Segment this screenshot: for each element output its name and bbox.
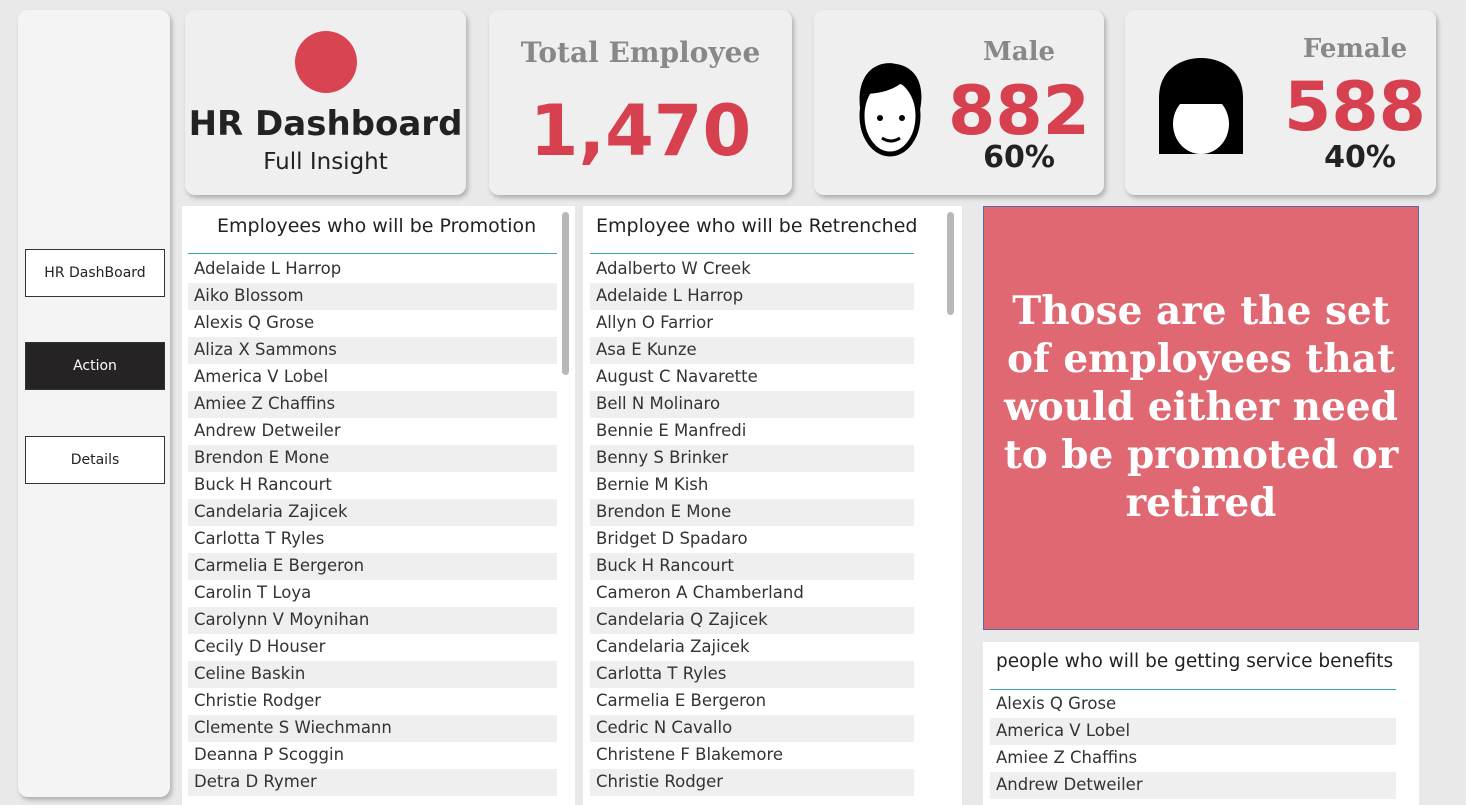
list-row[interactable]: Asa E Kunze	[590, 337, 914, 364]
list-row[interactable]: Allyn O Farrior	[596, 313, 713, 332]
list-row[interactable]: Carolynn V Moynihan	[188, 607, 557, 634]
list-row[interactable]: Cedric N Cavallo	[590, 715, 914, 742]
list-row[interactable]: Adelaide L Harrop	[194, 259, 342, 278]
retrenched-panel: Employee who will be Retrenched Adalbert…	[583, 206, 962, 805]
list-row[interactable]: Cameron A Chamberland	[596, 583, 804, 602]
card-percent: 40%	[1324, 140, 1396, 175]
list-row[interactable]: Aiko Blossom	[188, 283, 557, 310]
list-row[interactable]: Christie Rodger	[194, 691, 322, 710]
list-row[interactable]: Andrew Detweiler	[990, 772, 1396, 799]
logo	[295, 31, 357, 93]
list-row[interactable]: Amiee Z Chaffins	[188, 391, 557, 418]
list-row[interactable]: Clemente S Wiechmann	[188, 715, 557, 742]
list-row[interactable]: Carmelia E Bergeron	[596, 691, 767, 710]
promotion-panel: Employees who will be Promotion Adelaide…	[182, 206, 575, 805]
list-row[interactable]: Adalberto W Creek	[596, 259, 751, 278]
list-row[interactable]: Bernie M Kish	[596, 475, 709, 494]
female-icon	[1159, 58, 1243, 154]
male-icon	[859, 63, 922, 157]
list-row[interactable]: Detra D Rymer	[188, 769, 557, 796]
list-row[interactable]: Christene F Blakemore	[596, 745, 784, 764]
list-row[interactable]: Deanna P Scoggin	[194, 745, 345, 764]
list-row[interactable]: Bennie E Manfredi	[596, 421, 747, 440]
card-value: 1,470	[529, 90, 752, 172]
card-value: 882	[948, 72, 1090, 151]
list-row[interactable]: Adelaide L Harrop	[590, 283, 914, 310]
sidebar	[18, 10, 170, 797]
scrollbar[interactable]	[947, 212, 954, 315]
nav-button[interactable]: Details	[25, 436, 165, 484]
scrollbar[interactable]	[562, 212, 569, 375]
list-row[interactable]: Carmelia E Bergeron	[188, 553, 557, 580]
list-row[interactable]: America V Lobel	[990, 718, 1396, 745]
card-label: Female	[1302, 34, 1408, 64]
list-row[interactable]: Bridget D Spadaro	[596, 529, 748, 548]
list-row[interactable]: Carolin T Loya	[194, 583, 312, 602]
brand-title: HR Dashboard	[188, 104, 463, 144]
list-row[interactable]: Cecily D Houser	[194, 637, 326, 656]
list-row[interactable]: August C Navarette	[596, 367, 758, 386]
list-row[interactable]: Amiee Z Chaffins	[996, 748, 1138, 767]
list-row[interactable]: Alexis Q Grose	[996, 694, 1117, 713]
brand-subtitle: Full Insight	[263, 149, 388, 175]
nav-button[interactable]: Action	[25, 342, 165, 390]
list-row[interactable]: Buck H Rancourt	[194, 475, 332, 494]
female-card: Female 588 40%	[1125, 10, 1436, 195]
panel-title: Employees who will be Promotion	[217, 215, 537, 237]
note-box: Those are the set of employees that woul…	[983, 206, 1419, 630]
list-row[interactable]: Celine Baskin	[188, 661, 557, 688]
list-row[interactable]: Alexis Q Grose	[194, 313, 315, 332]
list-row[interactable]: Candelaria Zajicek	[596, 637, 750, 656]
list-row[interactable]: Brendon E Mone	[590, 499, 914, 526]
divider	[990, 689, 1396, 690]
total-card: Total Employee 1,470	[489, 10, 792, 195]
brand-card: HR Dashboard Full Insight	[185, 10, 466, 195]
list-row[interactable]: Benny S Brinker	[590, 445, 914, 472]
list-row[interactable]: Aliza X Sammons	[188, 337, 557, 364]
panel-title: people who will be getting service benef…	[996, 651, 1394, 672]
card-label: Male	[982, 37, 1056, 67]
divider	[590, 253, 914, 254]
card-label: Total Employee	[520, 36, 761, 69]
card-value: 588	[1284, 68, 1426, 147]
card-percent: 60%	[983, 140, 1055, 175]
panel-title: Employee who will be Retrenched	[596, 215, 918, 237]
list-row[interactable]: Bell N Molinaro	[590, 391, 914, 418]
divider	[188, 253, 557, 254]
list-row[interactable]: Candelaria Zajicek	[188, 499, 557, 526]
list-row[interactable]: Buck H Rancourt	[590, 553, 914, 580]
list-row[interactable]: Carlotta T Ryles	[590, 661, 914, 688]
list-row[interactable]: Candelaria Q Zajicek	[590, 607, 914, 634]
benefits-panel: people who will be getting service benef…	[983, 642, 1419, 805]
list-row[interactable]: Andrew Detweiler	[194, 421, 341, 440]
nav-button[interactable]: HR DashBoard	[25, 249, 165, 297]
list-row[interactable]: Christie Rodger	[590, 769, 914, 796]
list-row[interactable]: Carlotta T Ryles	[194, 529, 325, 548]
list-row[interactable]: America V Lobel	[194, 367, 329, 386]
list-row[interactable]: Brendon E Mone	[188, 445, 557, 472]
male-card: Male 882 60%	[814, 10, 1104, 195]
